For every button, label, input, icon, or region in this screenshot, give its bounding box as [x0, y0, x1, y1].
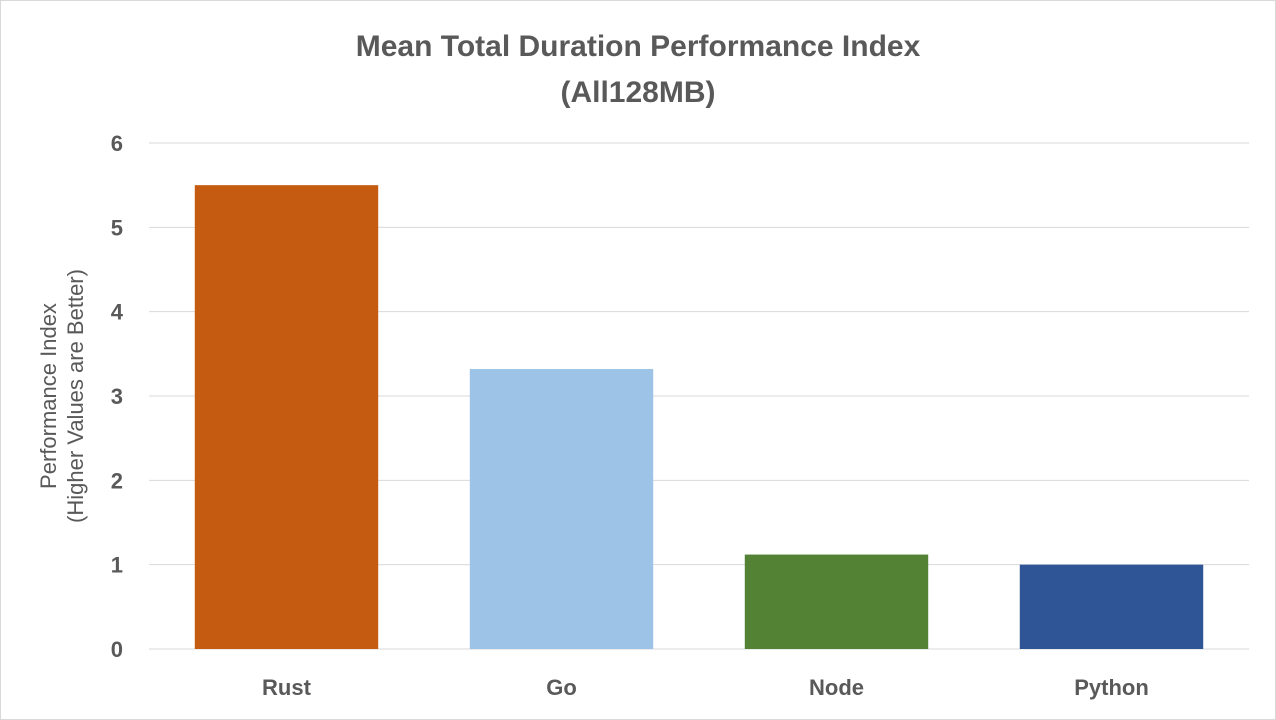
- y-tick-label: 2: [111, 468, 123, 493]
- x-axis-labels: Rust Go Node Python: [262, 675, 1149, 700]
- bar-rust: [194, 185, 379, 649]
- bar-node: [744, 554, 929, 649]
- y-axis-title-line1: Performance Index: [36, 303, 61, 489]
- y-axis-title-line2: (Higher Values are Better): [63, 269, 88, 523]
- y-tick-label: 4: [111, 300, 124, 325]
- x-tick-label-node: Node: [809, 675, 864, 700]
- chart-subtitle: (All128MB): [560, 76, 715, 109]
- x-tick-label-rust: Rust: [262, 675, 312, 700]
- y-tick-label: 5: [111, 215, 123, 240]
- y-tick-label: 0: [111, 637, 123, 662]
- x-tick-label-go: Go: [546, 675, 577, 700]
- bar-go: [469, 369, 654, 649]
- bars: [194, 185, 1204, 649]
- y-axis-title: Performance Index (Higher Values are Bet…: [36, 269, 88, 523]
- y-tick-label: 6: [111, 131, 123, 156]
- x-tick-label-python: Python: [1074, 675, 1149, 700]
- chart-title: Mean Total Duration Performance Index: [356, 30, 921, 63]
- bar-python: [1019, 564, 1204, 649]
- y-tick-label: 3: [111, 384, 123, 409]
- y-axis-ticks: 0 1 2 3 4 5 6: [111, 131, 124, 662]
- y-tick-label: 1: [111, 553, 123, 578]
